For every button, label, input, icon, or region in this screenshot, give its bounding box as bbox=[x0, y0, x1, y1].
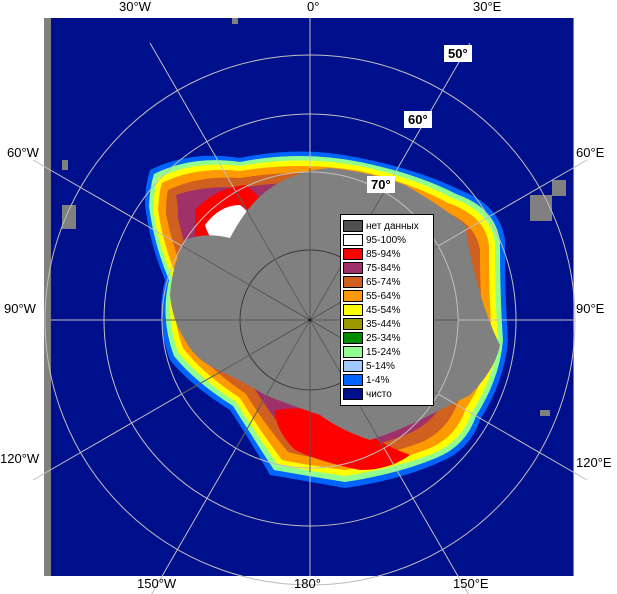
legend-swatch bbox=[343, 332, 363, 344]
legend-item: 75-84% bbox=[343, 261, 400, 275]
nodata-patch bbox=[530, 195, 552, 221]
legend-item: 85-94% bbox=[343, 247, 400, 261]
legend-swatch bbox=[343, 276, 363, 288]
nodata-patch bbox=[552, 180, 566, 196]
legend-swatch bbox=[343, 262, 363, 274]
lon-label-left-1: 60°W bbox=[7, 145, 39, 160]
legend-swatch bbox=[343, 374, 363, 386]
lon-label-right-1: 60°E bbox=[576, 145, 605, 160]
legend-swatch bbox=[343, 346, 363, 358]
lon-label-bottom-1: 150°W bbox=[137, 576, 177, 591]
legend-label: 95-100% bbox=[366, 234, 407, 246]
legend-label: 15-24% bbox=[366, 346, 401, 358]
nodata-patch bbox=[62, 205, 76, 229]
lon-label-top-2: 0° bbox=[307, 0, 320, 14]
legend-label: 25-34% bbox=[366, 332, 401, 344]
legend-item: 45-54% bbox=[343, 303, 400, 317]
nodata-patch bbox=[62, 160, 68, 170]
legend-label: чисто bbox=[366, 388, 392, 400]
legend-swatch bbox=[343, 388, 363, 400]
legend-swatch bbox=[343, 234, 363, 246]
legend-item: 95-100% bbox=[343, 233, 406, 247]
legend-swatch bbox=[343, 304, 363, 316]
legend-swatch bbox=[343, 220, 363, 232]
lon-label-left-2: 90°W bbox=[4, 301, 36, 316]
lon-label-bottom-3: 150°E bbox=[453, 576, 489, 591]
nodata-patch bbox=[540, 410, 550, 416]
legend-swatch bbox=[343, 248, 363, 260]
lon-label-right-3: 120°E bbox=[576, 455, 612, 470]
lon-label-right-2: 90°E bbox=[576, 301, 605, 316]
lat-label-50: 50° bbox=[444, 45, 472, 62]
legend-swatch bbox=[343, 360, 363, 372]
ice-concentration-legend: нет данных 95-100% 85-94% 75-84% 65-74% … bbox=[340, 214, 434, 406]
legend-label: 1-4% bbox=[366, 374, 390, 386]
legend-item: 35-44% bbox=[343, 317, 400, 331]
legend-swatch bbox=[343, 290, 363, 302]
legend-item: 65-74% bbox=[343, 275, 400, 289]
ice-patch-85-94 bbox=[275, 408, 410, 470]
lon-label-left-3: 120°W bbox=[0, 451, 40, 466]
legend-label: 5-14% bbox=[366, 360, 395, 372]
lat-label-60: 60° bbox=[404, 111, 432, 128]
legend-item: 5-14% bbox=[343, 359, 395, 373]
legend-item: чисто bbox=[343, 387, 392, 401]
legend-label: 55-64% bbox=[366, 290, 401, 302]
legend-swatch bbox=[343, 318, 363, 330]
legend-item: 55-64% bbox=[343, 289, 400, 303]
lon-label-top-1: 30°W bbox=[119, 0, 151, 14]
legend-item: 25-34% bbox=[343, 331, 400, 345]
legend-label: 65-74% bbox=[366, 276, 401, 288]
lon-label-bottom-2: 180° bbox=[294, 576, 321, 591]
nodata-patch bbox=[232, 18, 238, 24]
legend-item: 15-24% bbox=[343, 345, 400, 359]
legend-label: 45-54% bbox=[366, 304, 401, 316]
lat-label-70: 70° bbox=[367, 176, 395, 193]
lon-label-top-3: 30°E bbox=[473, 0, 502, 14]
legend-label: 35-44% bbox=[366, 318, 401, 330]
legend-label: нет данных bbox=[366, 220, 419, 232]
legend-label: 75-84% bbox=[366, 262, 401, 274]
legend-item: нет данных bbox=[343, 219, 419, 233]
legend-label: 85-94% bbox=[366, 248, 401, 260]
legend-item: 1-4% bbox=[343, 373, 389, 387]
